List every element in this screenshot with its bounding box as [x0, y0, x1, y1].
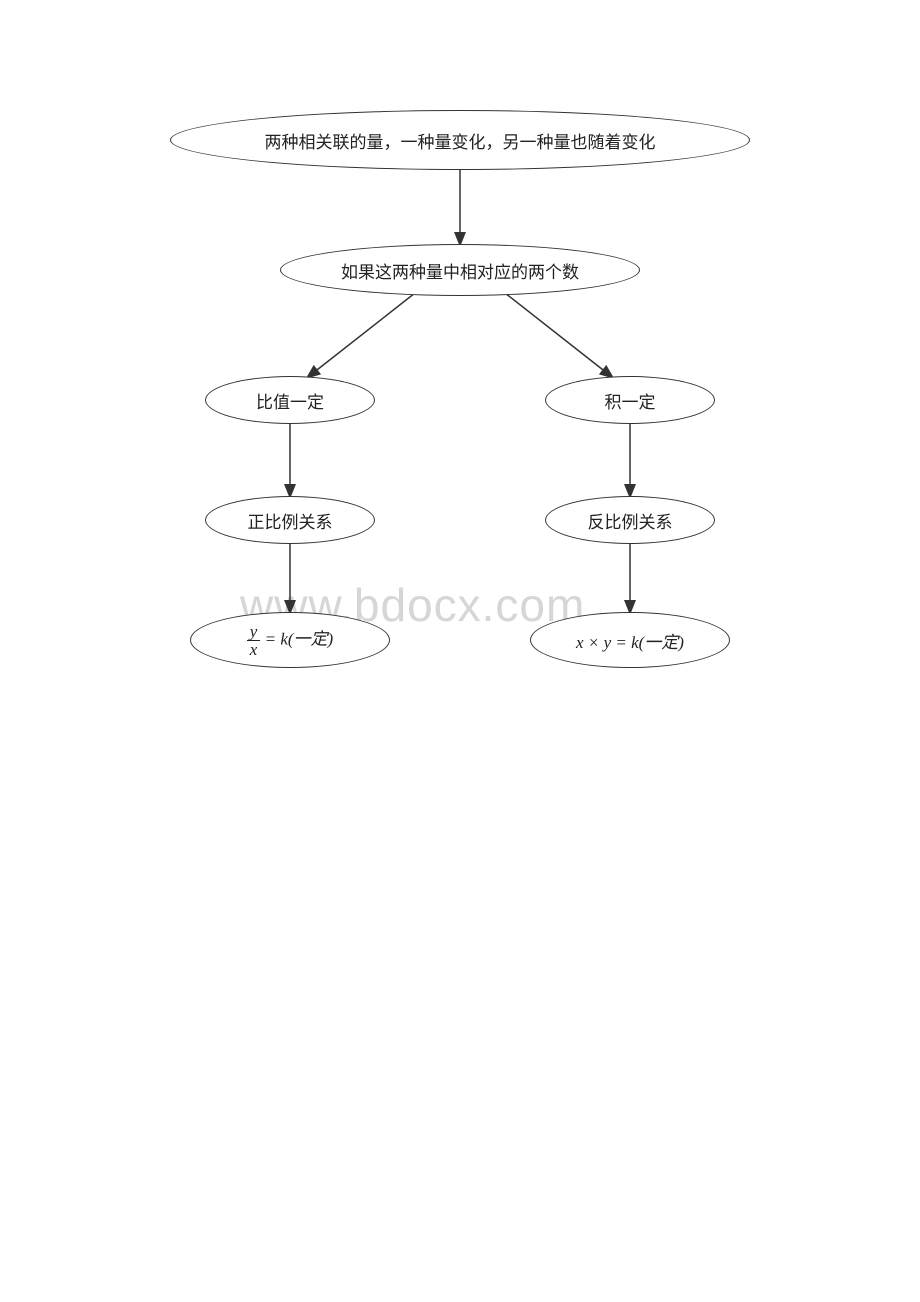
- node-condition-label: 如果这两种量中相对应的两个数: [341, 258, 579, 283]
- node-product-fixed-label: 积一定: [605, 388, 656, 413]
- node-ratio-fixed-label: 比值一定: [256, 388, 324, 413]
- node-ratio-fixed: 比值一定: [205, 376, 375, 424]
- node-direct-proportion: 正比例关系: [205, 496, 375, 544]
- node-inverse-proportion: 反比例关系: [545, 496, 715, 544]
- node-root-label: 两种相关联的量，一种量变化，另一种量也随着变化: [265, 128, 656, 153]
- node-formula-inverse-label: x × y = k(一定): [576, 628, 684, 653]
- node-product-fixed: 积一定: [545, 376, 715, 424]
- flowchart-diagram: www.bdocx.com 两种相关联的量，一种量变化，另一种量也随着变化 如果…: [140, 100, 780, 680]
- node-formula-inverse: x × y = k(一定): [530, 612, 730, 668]
- node-condition: 如果这两种量中相对应的两个数: [280, 244, 640, 296]
- node-root: 两种相关联的量，一种量变化，另一种量也随着变化: [170, 110, 750, 170]
- node-formula-direct: y x = k(一定): [190, 612, 390, 668]
- node-formula-direct-label: y x = k(一定): [247, 623, 333, 658]
- node-inverse-proportion-label: 反比例关系: [588, 508, 673, 533]
- node-direct-proportion-label: 正比例关系: [248, 508, 333, 533]
